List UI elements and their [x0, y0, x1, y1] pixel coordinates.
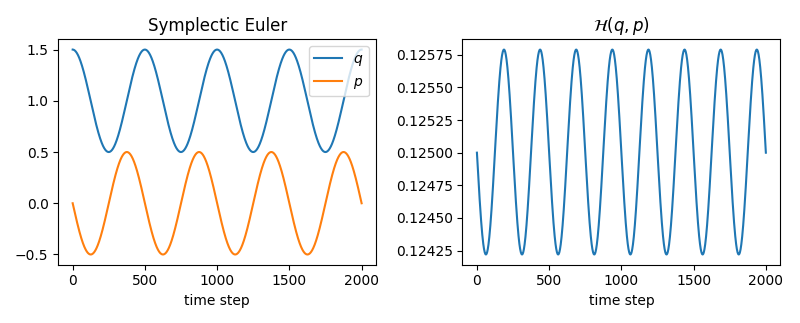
$p$ — [94, 241, 103, 245]
$q$ — [306, 112, 315, 116]
$q$ — [357, 47, 366, 51]
X-axis label: time step: time step — [184, 294, 250, 308]
$p$ — [74, 229, 84, 233]
$q$ — [357, 47, 366, 51]
$p$ — [83, 251, 93, 255]
$q$ — [83, 88, 93, 92]
$q$ — [242, 141, 251, 145]
$q$ — [94, 131, 103, 135]
$p$ — [68, 201, 78, 205]
Line: $q$: $q$ — [73, 49, 362, 152]
$p$ — [175, 204, 185, 208]
Title: $\mathcal{H}(q, p)$: $\mathcal{H}(q, p)$ — [593, 15, 650, 37]
$q$ — [68, 47, 78, 51]
Legend: $q$, $p$: $q$, $p$ — [309, 46, 369, 96]
$p$ — [86, 253, 95, 256]
Title: Symplectic Euler: Symplectic Euler — [147, 17, 286, 35]
$q$ — [74, 56, 84, 60]
Line: $p$: $p$ — [73, 152, 362, 255]
$p$ — [122, 150, 132, 154]
X-axis label: time step: time step — [589, 294, 654, 308]
$p$ — [242, 229, 251, 233]
$q$ — [321, 150, 330, 154]
$p$ — [357, 201, 366, 205]
$p$ — [306, 250, 315, 254]
$q$ — [175, 150, 185, 154]
